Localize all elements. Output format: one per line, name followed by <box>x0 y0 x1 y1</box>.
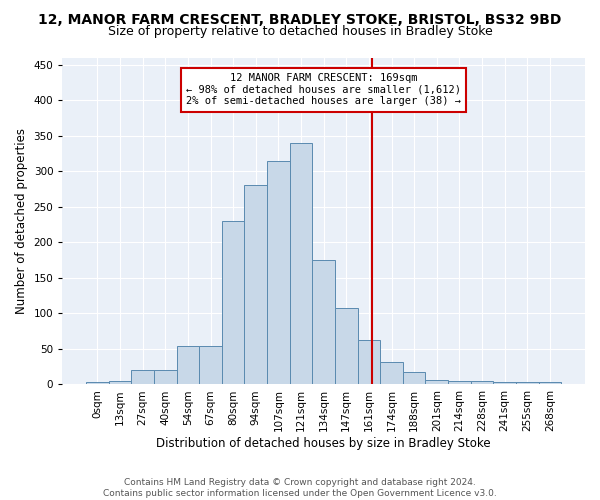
Bar <box>222 221 244 384</box>
Bar <box>176 346 199 385</box>
X-axis label: Distribution of detached houses by size in Bradley Stoke: Distribution of detached houses by size … <box>157 437 491 450</box>
Bar <box>380 362 403 384</box>
Bar <box>109 381 131 384</box>
Bar <box>358 340 380 384</box>
Y-axis label: Number of detached properties: Number of detached properties <box>15 128 28 314</box>
Text: Contains HM Land Registry data © Crown copyright and database right 2024.
Contai: Contains HM Land Registry data © Crown c… <box>103 478 497 498</box>
Bar <box>448 381 471 384</box>
Bar <box>86 382 109 384</box>
Bar <box>313 260 335 384</box>
Text: Size of property relative to detached houses in Bradley Stoke: Size of property relative to detached ho… <box>107 25 493 38</box>
Bar <box>493 382 516 384</box>
Bar <box>199 346 222 385</box>
Bar <box>471 381 493 384</box>
Bar <box>290 143 313 384</box>
Bar <box>403 372 425 384</box>
Bar <box>131 370 154 384</box>
Bar <box>425 380 448 384</box>
Bar <box>539 382 561 384</box>
Text: 12, MANOR FARM CRESCENT, BRADLEY STOKE, BRISTOL, BS32 9BD: 12, MANOR FARM CRESCENT, BRADLEY STOKE, … <box>38 12 562 26</box>
Bar <box>335 308 358 384</box>
Bar <box>516 382 539 384</box>
Text: 12 MANOR FARM CRESCENT: 169sqm
← 98% of detached houses are smaller (1,612)
2% o: 12 MANOR FARM CRESCENT: 169sqm ← 98% of … <box>186 73 461 106</box>
Bar <box>267 160 290 384</box>
Bar <box>154 370 176 384</box>
Bar <box>244 186 267 384</box>
